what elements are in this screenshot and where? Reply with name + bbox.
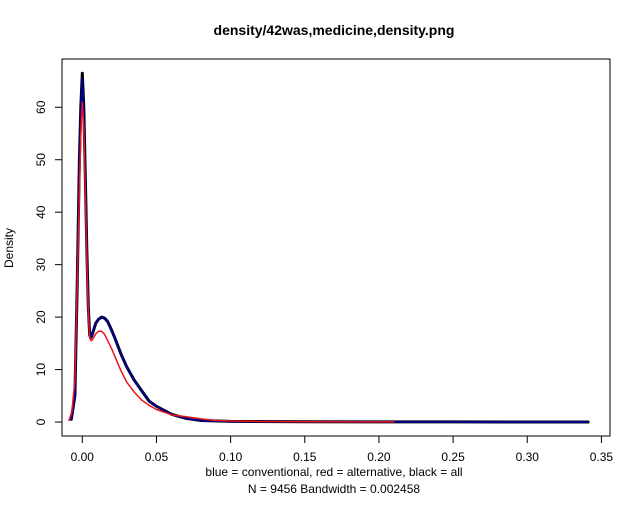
- x-tick-label: 0.15: [293, 450, 317, 464]
- x-axis-sublabel: N = 9456 Bandwidth = 0.002458: [248, 482, 420, 496]
- density-line-alternative: [68, 101, 395, 423]
- y-tick-label: 20: [34, 310, 48, 324]
- series-layer: [68, 71, 590, 424]
- x-tick-label: 0.30: [516, 450, 540, 464]
- y-axis-label: Density: [2, 228, 16, 268]
- x-tick-label: 0.35: [590, 450, 614, 464]
- y-tick-label: 40: [34, 205, 48, 219]
- y-tick-label: 10: [34, 363, 48, 377]
- y-axis: 0 10 20 30 40 50 60: [34, 100, 63, 425]
- y-tick-label: 50: [34, 153, 48, 167]
- x-tick-label: 0.05: [145, 450, 169, 464]
- y-tick-label: 60: [34, 100, 48, 114]
- chart-title: density/42was,medicine,density.png: [214, 22, 455, 38]
- x-tick-label: 0.25: [441, 450, 465, 464]
- x-tick-label: 0.10: [219, 450, 243, 464]
- x-tick-label: 0.20: [367, 450, 391, 464]
- x-axis-label: blue = conventional, red = alternative, …: [205, 465, 462, 479]
- x-tick-label: 0.00: [71, 450, 95, 464]
- plot-frame: [61, 58, 611, 437]
- y-tick-label: 30: [34, 258, 48, 272]
- density-line-all: [69, 71, 590, 424]
- x-axis: 0.00 0.05 0.10 0.15 0.20 0.25 0.30 0.35: [71, 435, 614, 464]
- density-line-conventional: [70, 77, 590, 423]
- y-tick-label: 0: [34, 418, 48, 425]
